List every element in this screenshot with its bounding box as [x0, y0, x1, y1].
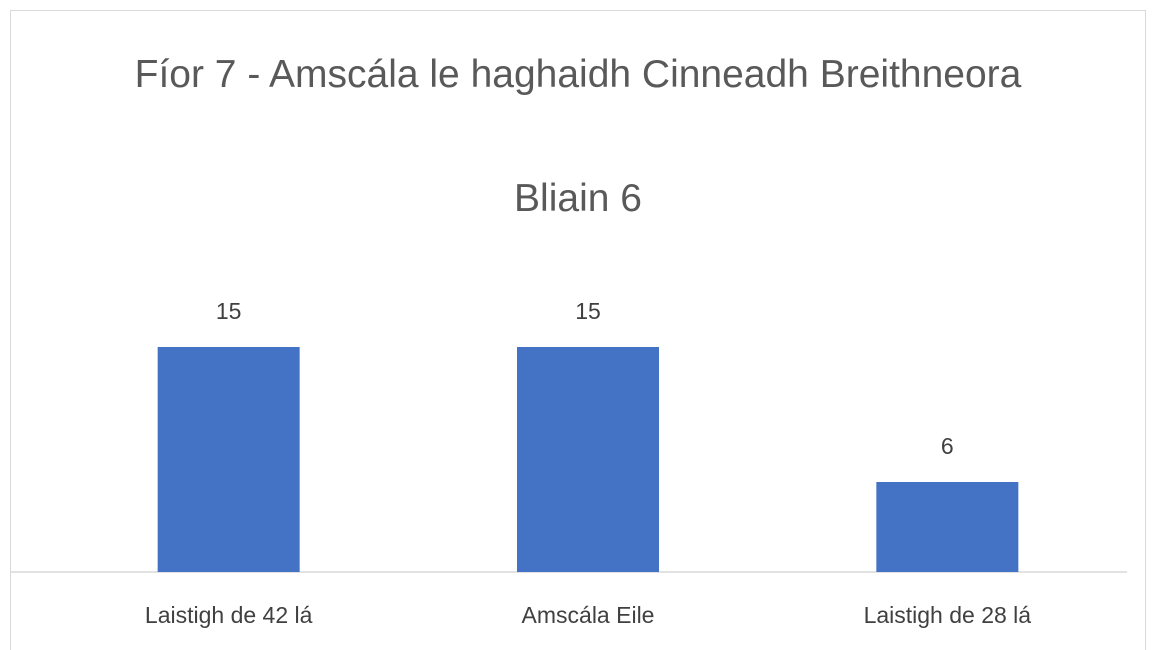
data-label: 15	[575, 298, 601, 324]
x-tick-label: Laistigh de 42 lá	[145, 602, 313, 628]
x-tick-label: Laistigh de 28 lá	[864, 602, 1032, 628]
bar	[157, 347, 300, 572]
chart-subtitle: Bliain 6	[514, 177, 642, 220]
data-label: 6	[941, 433, 954, 459]
chart-frame	[10, 10, 1146, 650]
bar	[517, 347, 659, 572]
data-label: 15	[216, 298, 242, 324]
x-tick-label: Amscála Eile	[522, 602, 655, 628]
bar	[876, 482, 1019, 572]
chart-title: Fíor 7 - Amscála le haghaidh Cinneadh Br…	[134, 53, 1022, 96]
